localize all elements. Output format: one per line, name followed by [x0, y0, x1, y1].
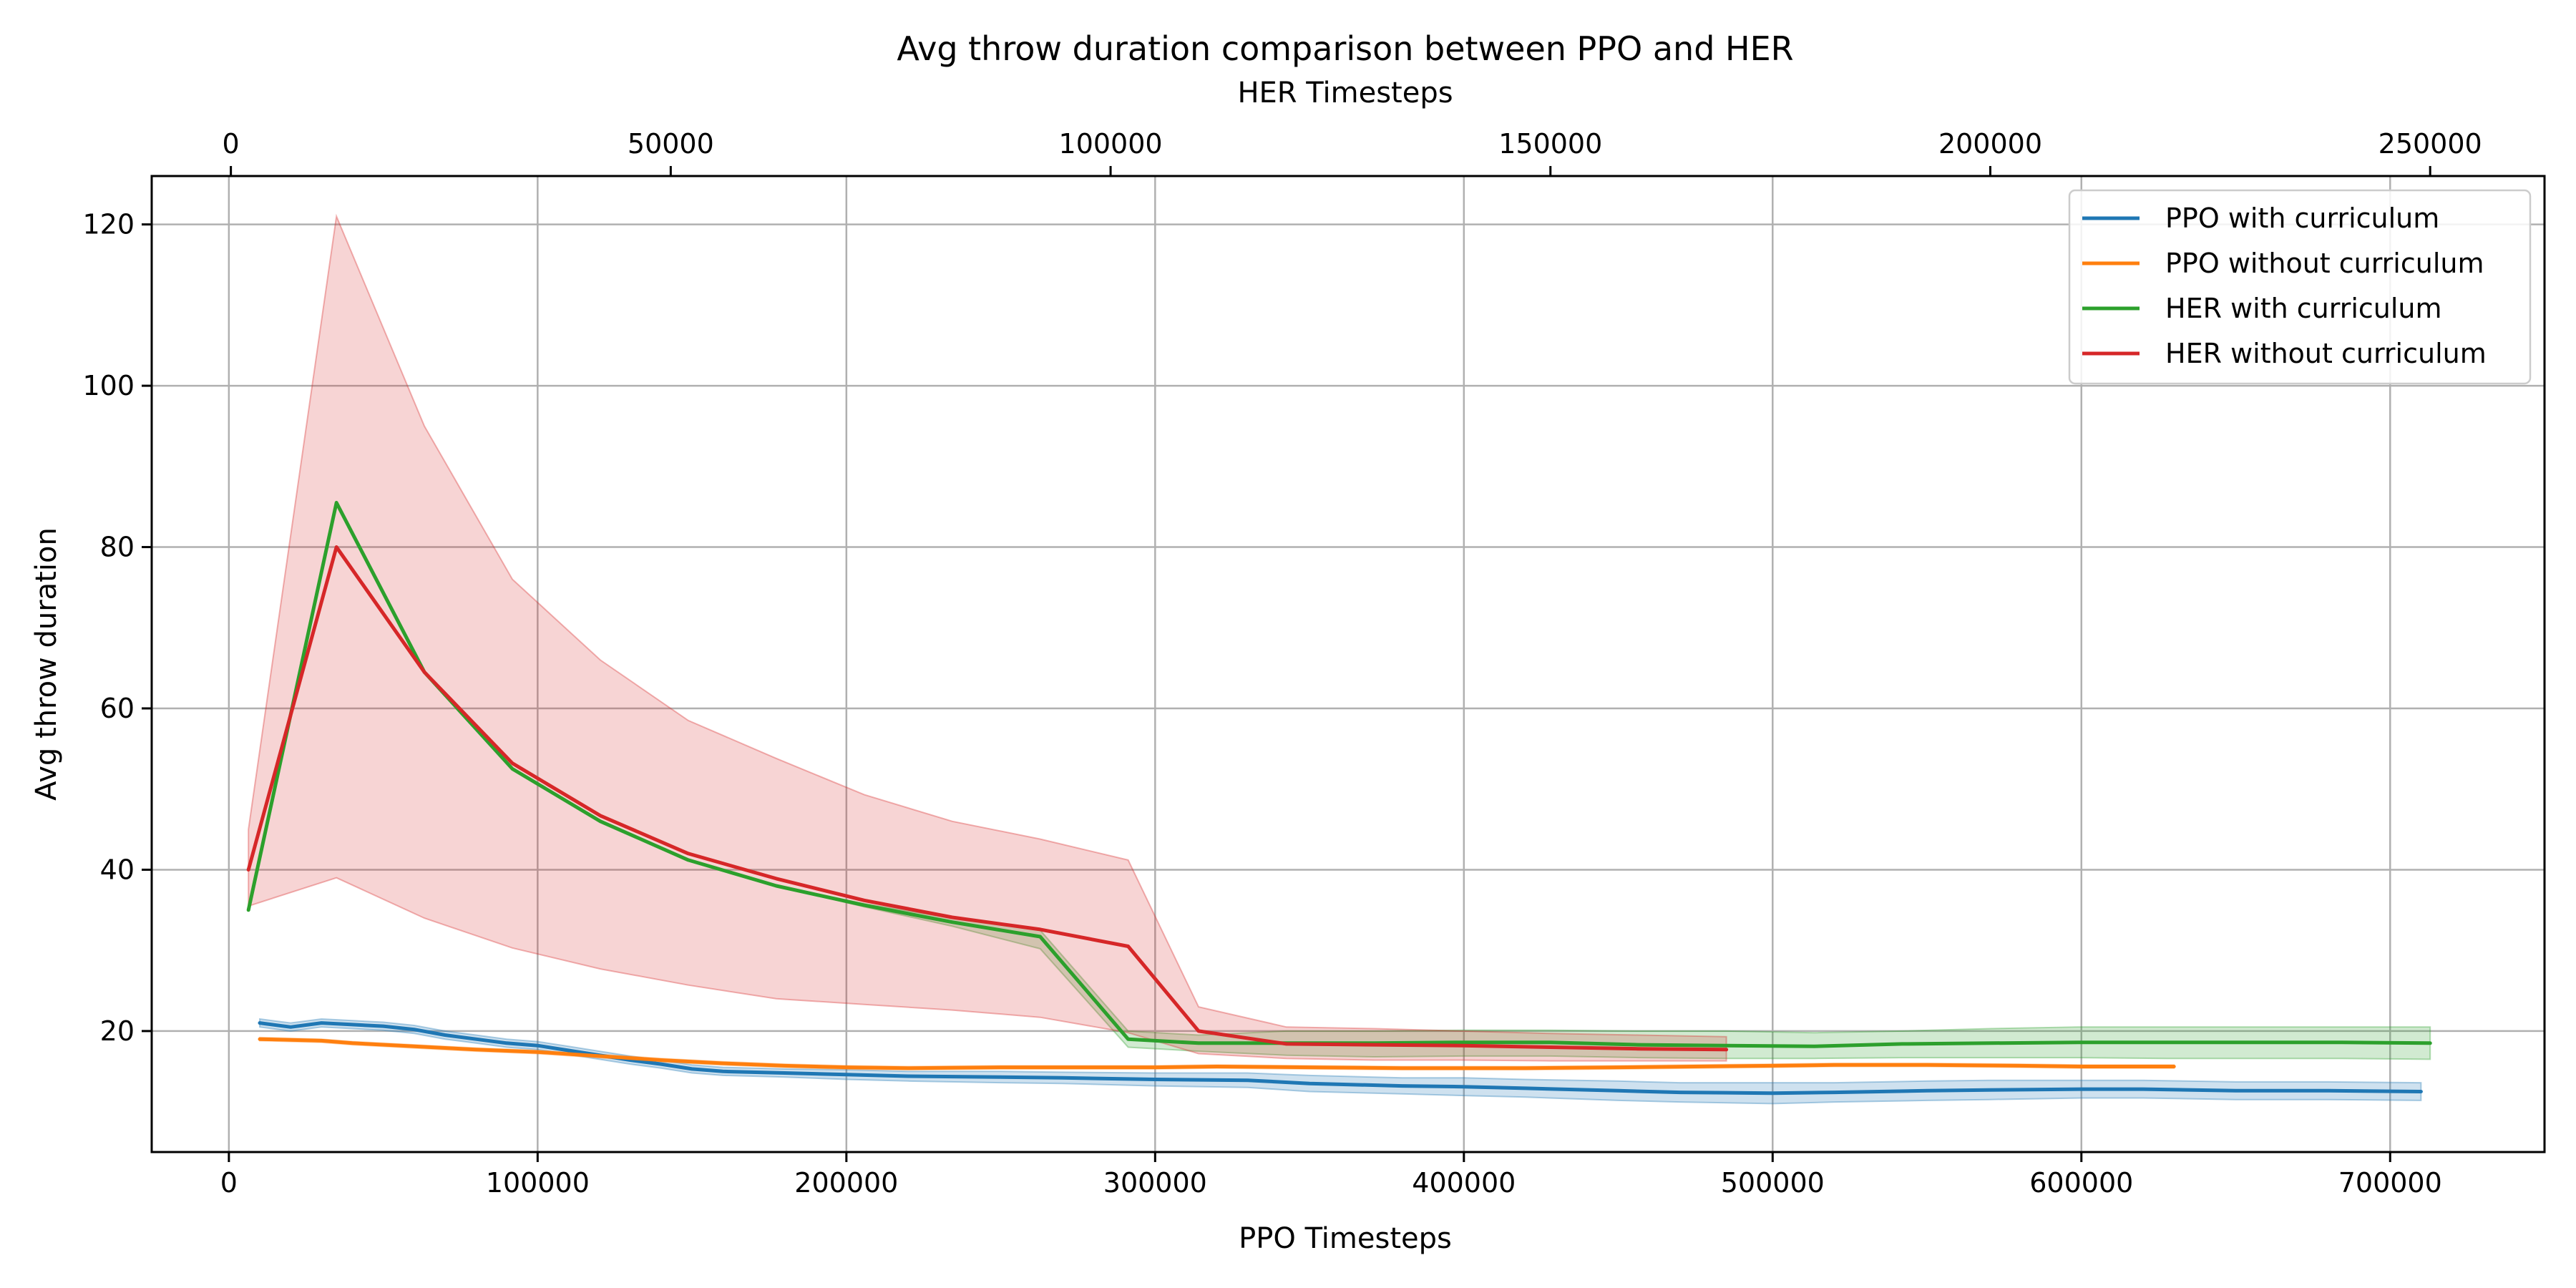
x2-tick-label: 100000	[1059, 128, 1163, 160]
x2-tick-label: 0	[223, 128, 240, 160]
ppo-without-curriculum-legend-label: PPO without curriculum	[2165, 248, 2484, 279]
x-tick-label: 400000	[1412, 1167, 1516, 1199]
chart-title: Avg throw duration comparison between PP…	[897, 29, 1793, 68]
y-tick-label: 80	[100, 532, 135, 563]
her-without-curriculum-line	[246, 545, 1729, 1052]
y-tick-label: 100	[82, 370, 135, 401]
x-tick-label: 700000	[2338, 1167, 2442, 1199]
x-tick-label: 500000	[1721, 1167, 1825, 1199]
ppo-with-curriculum-legend-label: PPO with curriculum	[2165, 203, 2439, 234]
legend-box	[2068, 189, 2532, 385]
her-without-curriculum-legend-label: HER without curriculum	[2165, 338, 2487, 369]
her-with-curriculum-legend-label: HER with curriculum	[2165, 293, 2442, 324]
y-tick-label: 120	[82, 209, 135, 240]
x-axis-label: PPO Timesteps	[1239, 1222, 1452, 1255]
x2-axis-label: HER Timesteps	[1237, 77, 1453, 109]
plot-frame	[150, 175, 2546, 1153]
x-tick-label: 300000	[1103, 1167, 1207, 1199]
x2-tick-label: 200000	[1938, 128, 2042, 160]
series-lines	[246, 501, 2432, 1096]
axis-ticks: 0 100000 200000 300000 400000 500000 600000 700…	[82, 128, 2482, 1199]
x-tick-label: 0	[220, 1167, 238, 1199]
y-axis-label: Avg throw duration	[30, 527, 63, 801]
x-tick-label: 200000	[794, 1167, 898, 1199]
y-tick-label: 60	[100, 693, 135, 724]
y-tick-label: 40	[100, 854, 135, 885]
legend: PPO with curriculum PPO without curriculu…	[2068, 189, 2532, 385]
y-tick-label: 20	[100, 1015, 135, 1047]
her-without-curriculum-band	[248, 213, 1727, 1062]
x-tick-label: 600000	[2029, 1167, 2133, 1199]
x-tick-label: 100000	[486, 1167, 590, 1199]
x2-tick-label: 250000	[2379, 128, 2482, 160]
ppo-without-curriculum-line	[258, 1037, 2176, 1070]
x2-tick-label: 150000	[1498, 128, 1602, 160]
ppo-with-curriculum-line	[258, 1021, 2423, 1096]
x2-tick-label: 50000	[628, 128, 714, 160]
